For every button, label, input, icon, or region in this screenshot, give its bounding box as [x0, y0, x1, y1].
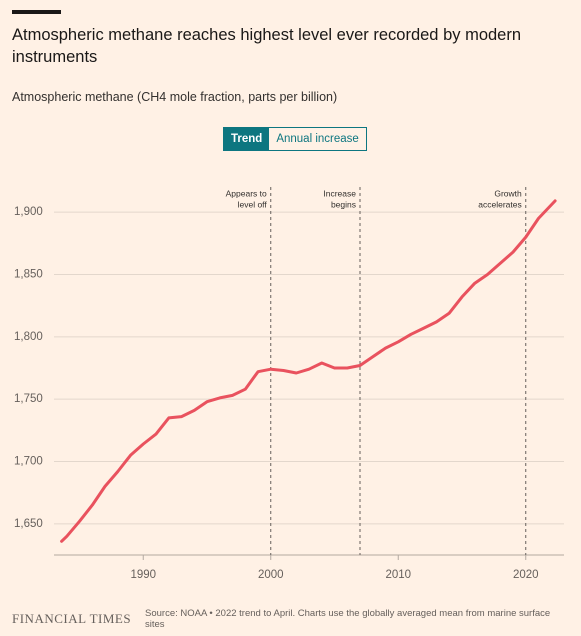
y-tick-label: 1,700: [14, 456, 43, 468]
x-tick-label: 2020: [513, 569, 539, 581]
y-tick-label: 1,800: [14, 331, 43, 343]
annotation-text: Increase: [323, 188, 356, 198]
annotation-text: begins: [331, 199, 356, 209]
y-tick-label: 1,900: [14, 206, 43, 218]
annotation-text: Appears to: [226, 188, 267, 198]
toggle: Trend Annual increase: [223, 127, 367, 151]
x-tick-label: 2000: [258, 569, 284, 581]
toggle-button[interactable]: Trend: [224, 128, 270, 150]
x-tick-label: 2010: [385, 569, 411, 581]
y-tick-label: 1,750: [14, 393, 43, 405]
brand-bar: [12, 10, 61, 14]
chart-title: Atmospheric methane reaches highest leve…: [12, 26, 522, 66]
annotation-text: accelerates: [478, 199, 521, 209]
data-line: [60, 199, 557, 543]
annotation-text: level off: [238, 199, 268, 209]
source: Source: NOAA • 2022 trend to April. Char…: [145, 608, 551, 630]
toggle-button[interactable]: Annual increase: [269, 128, 366, 150]
chart-subtitle: Atmospheric methane (CH4 mole fraction, …: [12, 90, 338, 104]
brand: FINANCIAL TIMES: [12, 611, 132, 626]
y-tick-label: 1,850: [14, 269, 43, 281]
y-tick-label: 1,650: [14, 518, 43, 530]
annotation-text: Growth: [494, 188, 522, 198]
x-tick-label: 1990: [130, 569, 156, 581]
chart: 1,650 1,700 1,750 1,800 1,850 1,900 1990 2000 20…: [14, 187, 564, 581]
